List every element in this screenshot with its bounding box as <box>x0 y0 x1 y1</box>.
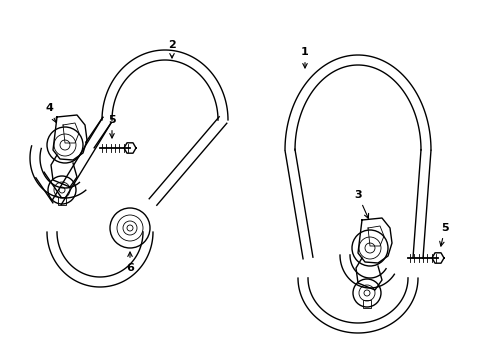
Text: 3: 3 <box>353 190 368 218</box>
Text: 1: 1 <box>301 47 308 68</box>
Text: 5: 5 <box>108 115 116 138</box>
Text: 4: 4 <box>45 103 56 122</box>
Text: 5: 5 <box>439 223 448 246</box>
Text: 6: 6 <box>126 252 134 273</box>
Text: 2: 2 <box>168 40 176 58</box>
